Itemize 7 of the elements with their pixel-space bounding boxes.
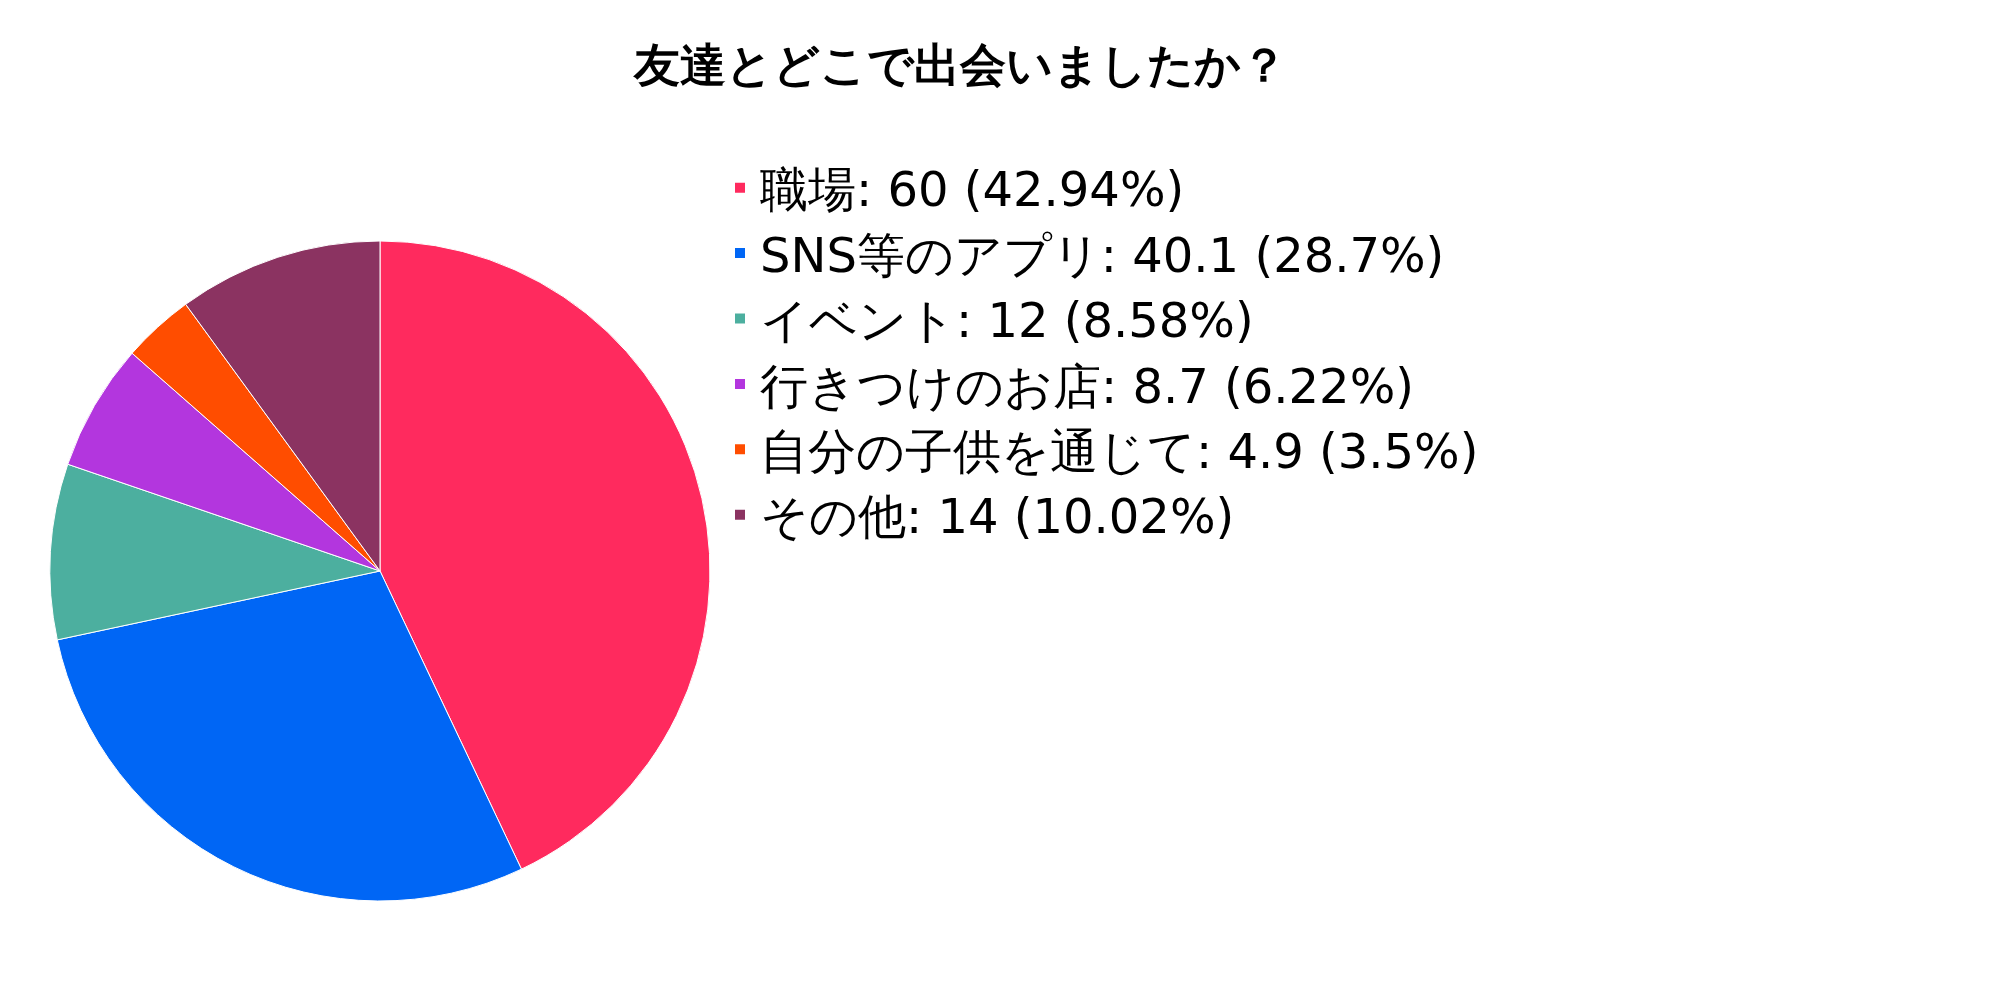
legend-label: 行きつけのお店: 8.7 (6.22%)	[760, 357, 1414, 414]
legend-label: SNS等のアプリ: 40.1 (28.7%)	[760, 226, 1445, 283]
legend-label: イベント: 12 (8.58%)	[760, 292, 1254, 349]
legend-label: その他: 14 (10.02%)	[760, 488, 1235, 545]
legend-label: 職場: 60 (42.94%)	[760, 161, 1185, 218]
legend-label: 自分の子供を通じて: 4.9 (3.5%)	[760, 423, 1479, 480]
chart-title: 友達とどこで出会いましたか？	[632, 38, 1287, 93]
